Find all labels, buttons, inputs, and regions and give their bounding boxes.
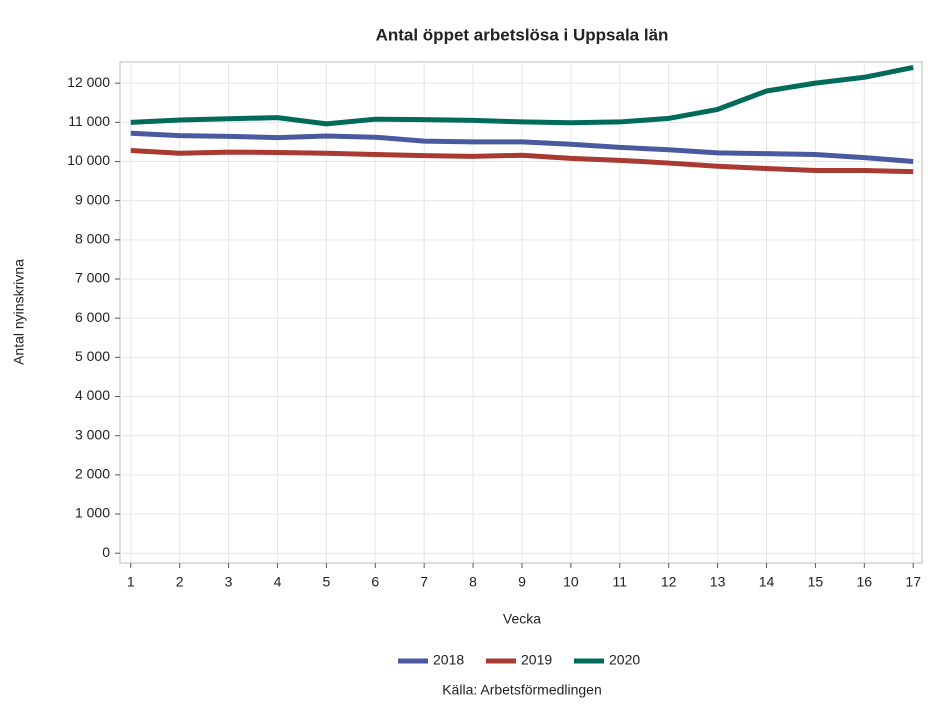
x-tick-label: 13 bbox=[710, 574, 726, 590]
x-tick-label: 16 bbox=[857, 574, 873, 590]
x-tick-label: 1 bbox=[127, 574, 135, 590]
legend-label: 2019 bbox=[521, 652, 552, 668]
y-tick-label: 10 000 bbox=[67, 152, 110, 168]
y-tick-label: 6 000 bbox=[75, 309, 110, 325]
x-tick-label: 9 bbox=[518, 574, 526, 590]
y-tick-label: 4 000 bbox=[75, 387, 110, 403]
y-tick-label: 0 bbox=[102, 544, 110, 560]
series-line bbox=[130, 130, 914, 164]
y-tick-label: 2 000 bbox=[75, 466, 110, 482]
x-tick-label: 15 bbox=[808, 574, 824, 590]
x-tick-label: 3 bbox=[225, 574, 233, 590]
x-axis-label: Vecka bbox=[503, 611, 541, 627]
x-tick-label: 2 bbox=[176, 574, 184, 590]
plot-frame bbox=[119, 61, 923, 564]
x-tick-label: 8 bbox=[469, 574, 477, 590]
chart-title: Antal öppet arbetslösa i Uppsala län bbox=[376, 25, 669, 44]
y-tick-label: 11 000 bbox=[68, 113, 110, 129]
x-tick-label: 7 bbox=[420, 574, 428, 590]
series-line bbox=[130, 148, 914, 175]
y-tick-label: 7 000 bbox=[75, 270, 110, 286]
y-tick-label: 8 000 bbox=[75, 231, 110, 247]
y-tick-label: 5 000 bbox=[75, 348, 110, 364]
x-tick-label: 10 bbox=[563, 574, 579, 590]
x-tick-label: 17 bbox=[905, 574, 921, 590]
legend-label: 2020 bbox=[609, 652, 640, 668]
y-tick-label: 3 000 bbox=[75, 426, 110, 442]
y-axis-label: Antal nyinskrivna bbox=[11, 259, 27, 365]
x-tick-label: 11 bbox=[613, 574, 628, 590]
x-tick-label: 12 bbox=[661, 574, 677, 590]
source: Källa: Arbetsförmedlingen bbox=[442, 682, 602, 698]
series-line bbox=[130, 65, 914, 127]
x-tick-label: 14 bbox=[759, 574, 775, 590]
x-tick-label: 6 bbox=[371, 574, 379, 590]
x-tick-label: 5 bbox=[322, 574, 330, 590]
y-tick-label: 9 000 bbox=[75, 191, 110, 207]
x-tick-label: 4 bbox=[274, 574, 282, 590]
y-tick-label: 12 000 bbox=[67, 74, 110, 90]
legend-label: 2018 bbox=[433, 652, 464, 668]
y-tick-label: 1 000 bbox=[75, 505, 110, 521]
